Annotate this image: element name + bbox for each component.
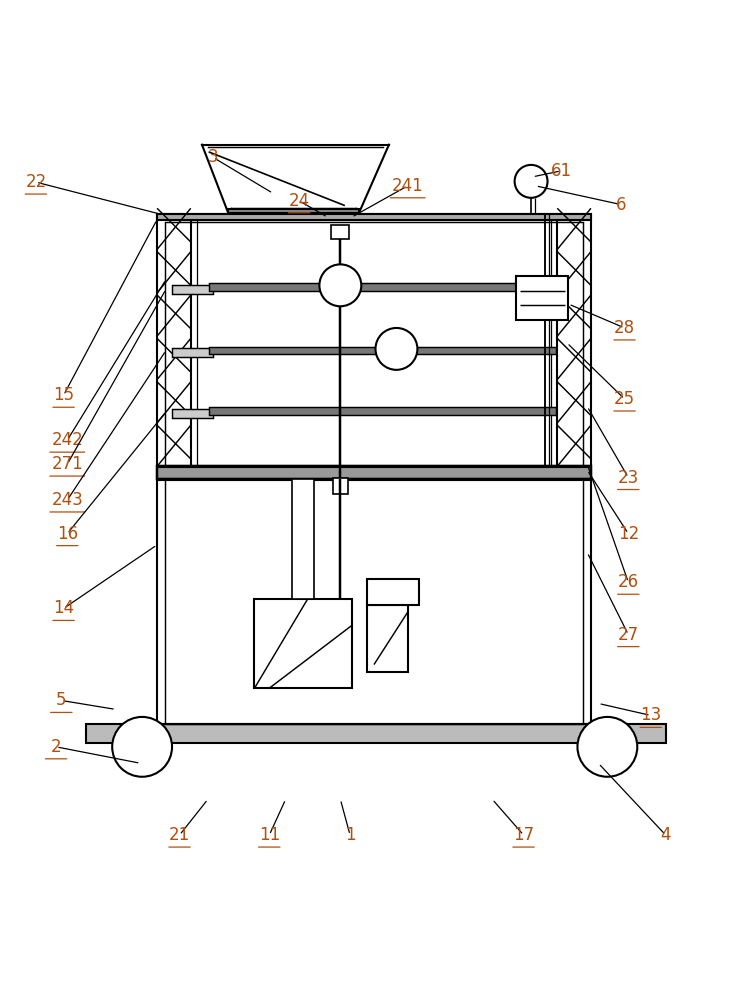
Text: 14: 14 [53,599,74,617]
Text: 2: 2 [51,738,61,756]
Circle shape [319,264,361,306]
Text: 3: 3 [208,148,218,166]
Bar [209,407,556,415]
Text: 15: 15 [53,386,74,404]
Text: 241: 241 [392,177,423,195]
Bar [172,285,213,294]
Text: 16: 16 [57,525,78,543]
Text: 27: 27 [618,626,639,644]
Text: 28: 28 [614,319,635,337]
Bar [367,579,419,605]
Text: 61: 61 [551,162,571,180]
Text: 242: 242 [52,431,83,449]
Bar [333,478,348,494]
Bar [228,209,359,213]
Circle shape [112,717,172,777]
Bar [209,347,556,354]
Text: 11: 11 [259,826,280,844]
Circle shape [375,328,417,370]
Text: 23: 23 [618,469,639,487]
Text: 271: 271 [52,455,83,473]
Text: 1: 1 [345,826,355,844]
Text: 5: 5 [56,691,67,709]
Text: 26: 26 [618,573,639,591]
Text: 25: 25 [614,390,635,408]
Circle shape [515,165,548,198]
Text: 13: 13 [640,706,661,724]
Bar [367,605,408,672]
Bar [292,479,314,599]
Bar [86,724,666,743]
Bar [172,348,213,357]
Text: 12: 12 [618,525,639,543]
Bar [331,225,349,239]
Bar [157,214,591,724]
Text: 17: 17 [513,826,534,844]
Bar [172,409,213,418]
Text: 4: 4 [660,826,671,844]
Text: 24: 24 [289,192,310,210]
Circle shape [577,717,637,777]
Text: 6: 6 [616,196,626,214]
Bar [157,466,591,479]
Text: 21: 21 [169,826,190,844]
Bar [209,283,556,291]
Bar [254,599,352,688]
Bar [165,222,583,724]
Bar [157,214,591,220]
Bar [516,276,568,320]
Text: 22: 22 [25,173,46,191]
Text: 243: 243 [52,491,83,509]
